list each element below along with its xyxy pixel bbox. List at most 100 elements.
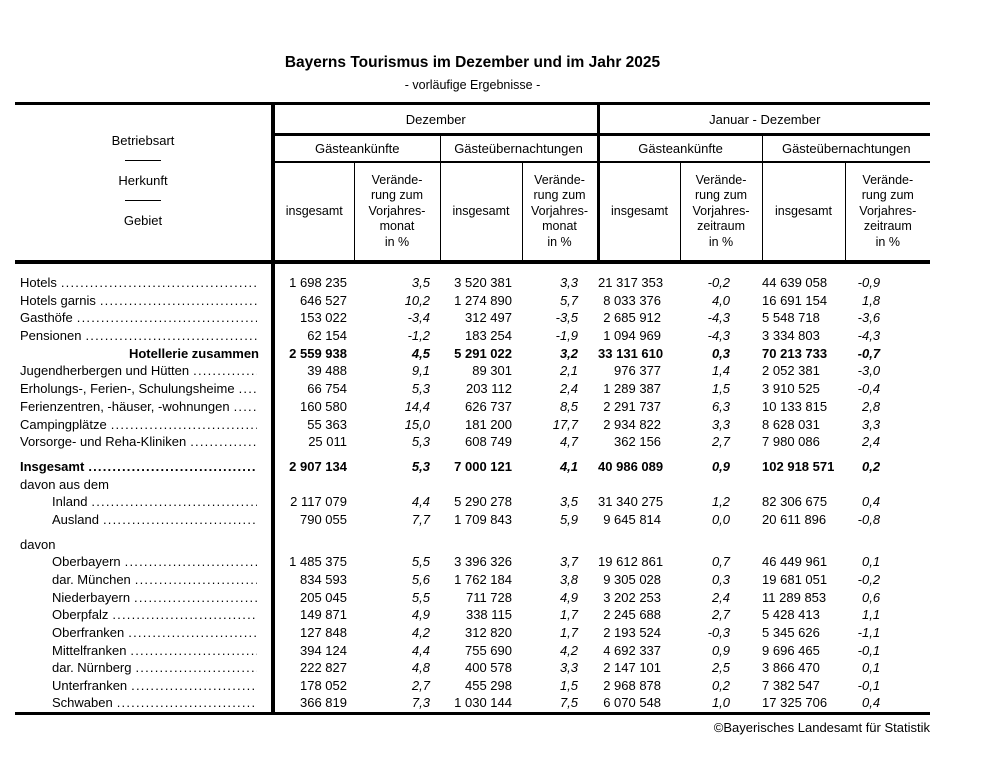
row-label-cell: davon xyxy=(15,528,275,554)
row-label: davon aus dem xyxy=(20,476,109,492)
row-label: Hotellerie zusammen xyxy=(128,345,259,361)
value-cell: 55 363 xyxy=(307,416,347,432)
value-cell: 222 827 xyxy=(300,660,347,676)
col-header-change: Verände- rung zum Vorjahres- zeitraum in… xyxy=(844,162,931,264)
value-cell: -4,3 xyxy=(707,310,731,326)
table-row: Oberfranken 127 848 4,2 312 820 1,7 2 19… xyxy=(15,624,930,643)
value-cell: 4,4 xyxy=(411,642,430,658)
value-cell: 0,4 xyxy=(861,494,881,510)
value-cell: 1,4 xyxy=(711,363,731,379)
value-cell: 1,0 xyxy=(711,695,731,711)
col-header-guest-arrivals-dec: Gästeankünfte xyxy=(273,134,440,163)
value-cell: 2,1 xyxy=(559,363,579,379)
value-cell: -4,3 xyxy=(707,328,731,344)
row-label-cell: Campingplätze xyxy=(15,415,275,434)
table-row: Pensionen 62 154 -1,2 183 254 -1,9 1 094… xyxy=(15,327,930,346)
value-cell: 5 548 718 xyxy=(762,310,820,326)
value-cell: 4,7 xyxy=(559,434,579,450)
dot-leader xyxy=(91,494,257,509)
value-cell: 5,3 xyxy=(411,381,430,397)
value-cell xyxy=(598,476,680,494)
value-cell: 4,4 xyxy=(411,494,430,510)
row-label: Campingplätze xyxy=(20,416,107,432)
value-cell: 755 690 xyxy=(465,642,512,658)
dot-leader xyxy=(125,554,257,569)
table-row: Niederbayern 205 045 5,5 711 728 4,9 3 2… xyxy=(15,589,930,607)
row-label-cell: Jugendherbergen und Hütten xyxy=(15,362,275,381)
tourism-statistics-table: Betriebsart Herkunft Gebiet Dezember Jan… xyxy=(15,102,931,716)
value-cell: 711 728 xyxy=(465,589,512,605)
value-cell: 1,1 xyxy=(861,607,881,623)
row-label-cell: Hotels garnis xyxy=(15,292,275,310)
value-cell: 1 094 969 xyxy=(603,328,662,344)
value-cell: 608 749 xyxy=(465,434,512,450)
value-cell: 4,1 xyxy=(559,458,579,474)
dot-leader xyxy=(234,399,257,414)
table-row: Campingplätze 55 363 15,0 181 200 17,7 2… xyxy=(15,415,930,434)
value-cell: 149 871 xyxy=(300,607,347,623)
table-row: dar. München 834 593 5,6 1 762 184 3,8 9… xyxy=(15,571,930,589)
value-cell: 5,3 xyxy=(411,458,430,474)
value-cell: -0,9 xyxy=(857,275,881,290)
dot-leader xyxy=(130,643,257,658)
value-cell: 1,5 xyxy=(559,678,579,694)
row-label-cell: Mittelfranken xyxy=(15,642,275,660)
value-cell: 7 000 121 xyxy=(454,458,512,474)
value-cell xyxy=(522,476,598,494)
dot-leader xyxy=(128,625,257,640)
value-cell: 5 428 413 xyxy=(762,607,820,623)
value-cell: 4,2 xyxy=(411,625,430,641)
value-cell: 312 497 xyxy=(465,310,512,326)
value-cell: 2,7 xyxy=(411,678,430,694)
table-row: Ausland 790 055 7,7 1 709 843 5,9 9 645 … xyxy=(15,511,930,529)
value-cell: -3,6 xyxy=(857,310,881,326)
value-cell xyxy=(273,476,354,494)
value-cell: 2 147 101 xyxy=(603,660,662,676)
value-cell: 0,1 xyxy=(861,554,881,570)
row-label-cell: Niederbayern xyxy=(15,589,275,607)
value-cell: 455 298 xyxy=(465,678,512,694)
value-cell: 5 345 626 xyxy=(762,625,820,641)
stub-line-betriebsart: Betriebsart xyxy=(111,133,175,148)
row-label: Mittelfranken xyxy=(52,642,127,658)
row-label-cell: Ausland xyxy=(15,511,275,529)
value-cell: 33 131 610 xyxy=(598,345,664,361)
value-cell: 2,4 xyxy=(711,589,731,605)
value-cell: 1,5 xyxy=(711,381,731,397)
table-row: Inland 2 117 079 4,4 5 290 278 3,5 31 34… xyxy=(15,493,930,512)
table-row: Erholungs-, Ferien-, Schulungsheime 66 7… xyxy=(15,380,930,399)
row-label: Oberbayern xyxy=(52,554,121,570)
value-cell xyxy=(440,476,522,494)
value-cell: 5,5 xyxy=(411,554,430,570)
value-cell: 8,5 xyxy=(559,398,579,414)
row-label: dar. München xyxy=(52,572,131,587)
stub-header: Betriebsart Herkunft Gebiet xyxy=(15,103,275,264)
value-cell: 205 045 xyxy=(300,589,347,605)
value-cell: 21 317 353 xyxy=(598,275,664,290)
value-cell: 3 202 253 xyxy=(603,589,662,605)
col-header-guest-arrivals-year: Gästeankünfte xyxy=(596,134,763,163)
value-cell: 14,4 xyxy=(404,398,430,414)
row-label-cell: Insgesamt xyxy=(15,451,275,476)
value-cell: 3 396 326 xyxy=(454,554,512,570)
value-cell: 5,9 xyxy=(559,511,579,527)
table-row: Jugendherbergen und Hütten 39 488 9,1 89… xyxy=(15,362,930,381)
value-cell: 9 305 028 xyxy=(603,572,662,587)
value-cell: 0,3 xyxy=(711,345,731,361)
value-cell: 5,5 xyxy=(411,589,430,605)
copyright-credit: ©Bayerisches Landesamt für Statistik xyxy=(713,720,930,736)
value-cell: 5,3 xyxy=(411,434,430,450)
value-cell: 1 030 144 xyxy=(454,695,512,711)
value-cell xyxy=(762,529,845,554)
value-cell: 17 325 706 xyxy=(762,695,828,711)
value-cell: 1 709 843 xyxy=(454,511,512,527)
row-label: davon xyxy=(20,536,56,552)
value-cell xyxy=(354,476,440,494)
value-cell: 2 934 822 xyxy=(603,416,662,432)
value-cell: 5,6 xyxy=(411,572,430,587)
dot-leader xyxy=(131,678,257,693)
value-cell: 394 124 xyxy=(300,642,347,658)
table-row: Hotellerie zusammen 2 559 938 4,5 5 291 … xyxy=(15,345,930,363)
value-cell: 183 254 xyxy=(465,328,512,344)
table-header: Betriebsart Herkunft Gebiet Dezember Jan… xyxy=(15,103,931,264)
